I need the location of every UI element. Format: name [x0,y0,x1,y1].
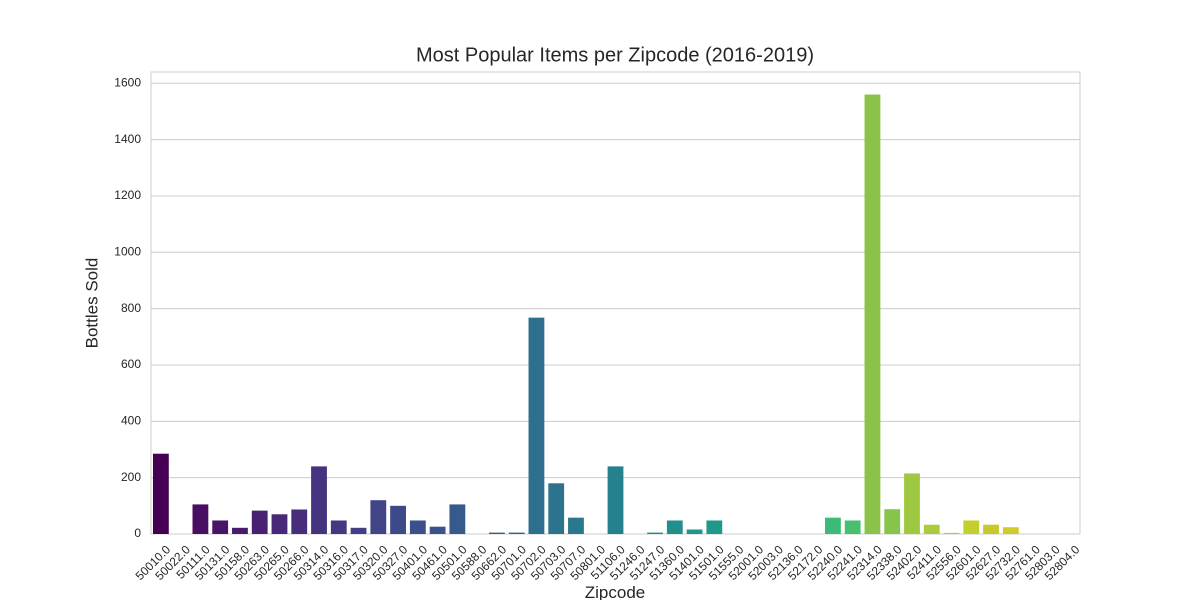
bar [508,532,525,534]
bar [488,532,505,534]
bar [232,527,248,534]
bar [330,520,347,534]
plot-frame [150,71,1081,535]
bar [607,466,624,534]
bar [311,466,327,534]
bar [647,532,663,534]
bar [568,517,584,534]
y-tick-label: 1000 [114,244,141,258]
y-axis-label: Bottles Sold [82,258,101,349]
bar [923,524,940,534]
bar [350,527,367,534]
y-tick-label: 200 [121,470,141,484]
bar [528,317,545,534]
bar [1002,527,1019,534]
bar [429,526,446,534]
bar [291,509,308,534]
bar [449,504,466,534]
bar [884,509,901,534]
y-tick-label: 600 [121,357,141,371]
bar [152,453,169,534]
bar [904,473,920,534]
bar [370,500,387,534]
bar [686,529,703,534]
bar [251,510,268,534]
bar [271,514,288,534]
y-tick-label: 0 [134,526,141,540]
bar [983,524,999,534]
bar [706,520,723,534]
y-tick-label: 1600 [114,75,141,89]
x-axis-label: Zipcode [585,583,645,600]
bar [548,483,565,534]
bar [963,520,980,534]
y-tick-label: 800 [121,301,141,315]
y-tick-label: 1200 [114,188,141,202]
bar [943,532,960,534]
bar [666,520,683,534]
bar [192,504,209,534]
bar [390,505,406,534]
bar [409,520,426,534]
bar [825,517,841,534]
y-tick-label: 400 [121,413,141,427]
y-tick-label: 1400 [114,132,141,146]
bar [844,520,861,534]
bar [864,94,881,534]
bar [212,520,229,534]
chart-title: Most Popular Items per Zipcode (2016-201… [416,44,814,66]
